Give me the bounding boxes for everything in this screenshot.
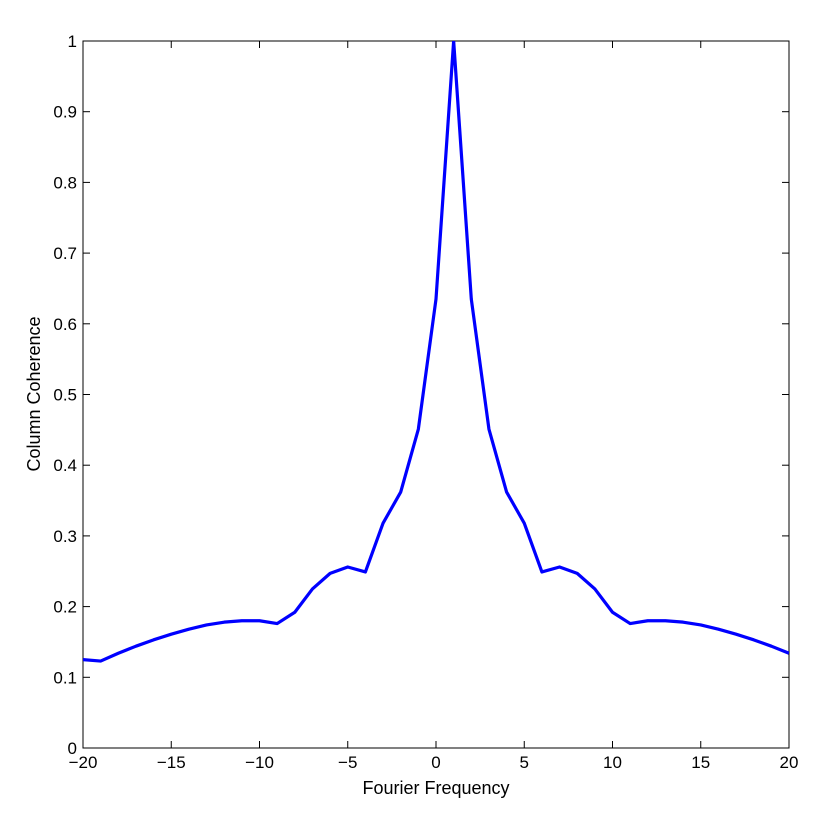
y-tick-label: 0.9: [53, 103, 77, 122]
y-tick-label: 0: [68, 739, 77, 758]
y-tick-label: 0.2: [53, 598, 77, 617]
x-tick-label: −5: [338, 753, 357, 772]
x-tick-label: 10: [603, 753, 622, 772]
y-tick-label: 0.3: [53, 527, 77, 546]
y-tick-label: 0.5: [53, 386, 77, 405]
x-tick-label: −10: [245, 753, 274, 772]
y-tick-label: 0.4: [53, 456, 77, 475]
y-tick-label: 0.6: [53, 315, 77, 334]
y-tick-label: 1: [68, 32, 77, 51]
y-tick-label: 0.7: [53, 244, 77, 263]
series-line: [83, 41, 789, 661]
x-tick-label: −15: [157, 753, 186, 772]
y-tick-label: 0.8: [53, 173, 77, 192]
x-tick-label: 5: [520, 753, 529, 772]
x-tick-label: 0: [431, 753, 440, 772]
x-tick-label: 15: [691, 753, 710, 772]
x-tick-label: 20: [780, 753, 799, 772]
x-axis-label: Fourier Frequency: [362, 778, 509, 798]
y-tick-label: 0.1: [53, 668, 77, 687]
y-axis-label: Column Coherence: [24, 316, 44, 471]
plot-frame: [83, 41, 789, 748]
